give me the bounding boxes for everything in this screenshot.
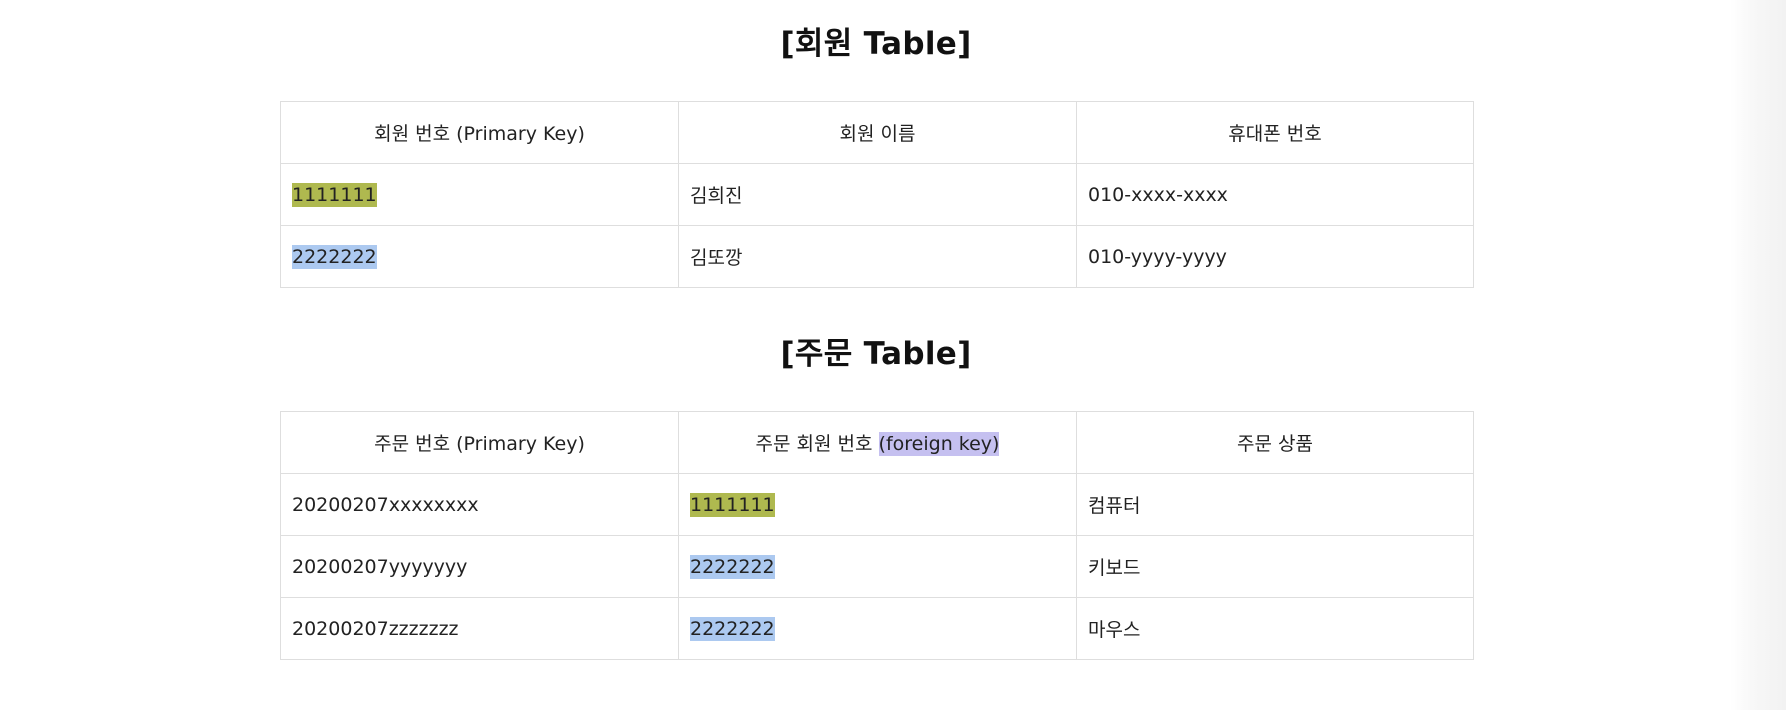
member-id-value: 1111111	[292, 182, 377, 207]
table-header-row: 회원 번호 (Primary Key) 회원 이름 휴대폰 번호	[280, 101, 1474, 164]
header-phone: 휴대폰 번호	[1076, 101, 1474, 164]
table-row: 20200207xxxxxxxx 1111111 컴퓨터	[280, 473, 1474, 536]
table-row: 20200207yyyyyyy 2222222 키보드	[280, 535, 1474, 598]
header-order-id: 주문 번호 (Primary Key)	[280, 411, 679, 474]
order-id-cell: 20200207xxxxxxxx	[280, 473, 679, 536]
member-id-cell: 1111111	[280, 163, 679, 226]
phone-cell: 010-yyyy-yyyy	[1076, 225, 1474, 288]
order-member-id-cell: 1111111	[678, 473, 1077, 536]
header-member-id: 회원 번호 (Primary Key)	[280, 101, 679, 164]
product-cell: 마우스	[1076, 597, 1474, 660]
member-name-cell: 김또깡	[678, 225, 1077, 288]
foreign-key-label: (foreign key)	[878, 432, 1000, 456]
page-edge-shadow	[1730, 0, 1786, 710]
table-row: 20200207zzzzzzz 2222222 마우스	[280, 597, 1474, 660]
member-id-cell: 2222222	[280, 225, 679, 288]
phone-cell: 010-xxxx-xxxx	[1076, 163, 1474, 226]
order-id-cell: 20200207yyyyyyy	[280, 535, 679, 598]
order-member-id-value: 2222222	[690, 616, 775, 641]
members-table: 회원 번호 (Primary Key) 회원 이름 휴대폰 번호 1111111…	[280, 101, 1474, 288]
table-header-row: 주문 번호 (Primary Key) 주문 회원 번호 (foreign ke…	[280, 411, 1474, 474]
order-member-id-value: 1111111	[690, 492, 775, 517]
member-id-value: 2222222	[292, 244, 377, 269]
orders-table: 주문 번호 (Primary Key) 주문 회원 번호 (foreign ke…	[280, 411, 1474, 660]
header-order-member-id: 주문 회원 번호 (foreign key)	[678, 411, 1077, 474]
header-member-name: 회원 이름	[678, 101, 1077, 164]
product-cell: 컴퓨터	[1076, 473, 1474, 536]
header-product: 주문 상품	[1076, 411, 1474, 474]
table-row: 1111111 김희진 010-xxxx-xxxx	[280, 163, 1474, 226]
header-order-member-id-label: 주문 회원 번호	[755, 433, 879, 455]
product-cell: 키보드	[1076, 535, 1474, 598]
order-id-cell: 20200207zzzzzzz	[280, 597, 679, 660]
orders-table-title: [주문 Table]	[780, 336, 972, 372]
order-member-id-cell: 2222222	[678, 535, 1077, 598]
table-row: 2222222 김또깡 010-yyyy-yyyy	[280, 225, 1474, 288]
order-member-id-value: 2222222	[690, 554, 775, 579]
member-name-cell: 김희진	[678, 163, 1077, 226]
order-member-id-cell: 2222222	[678, 597, 1077, 660]
members-table-title: [회원 Table]	[780, 26, 972, 62]
